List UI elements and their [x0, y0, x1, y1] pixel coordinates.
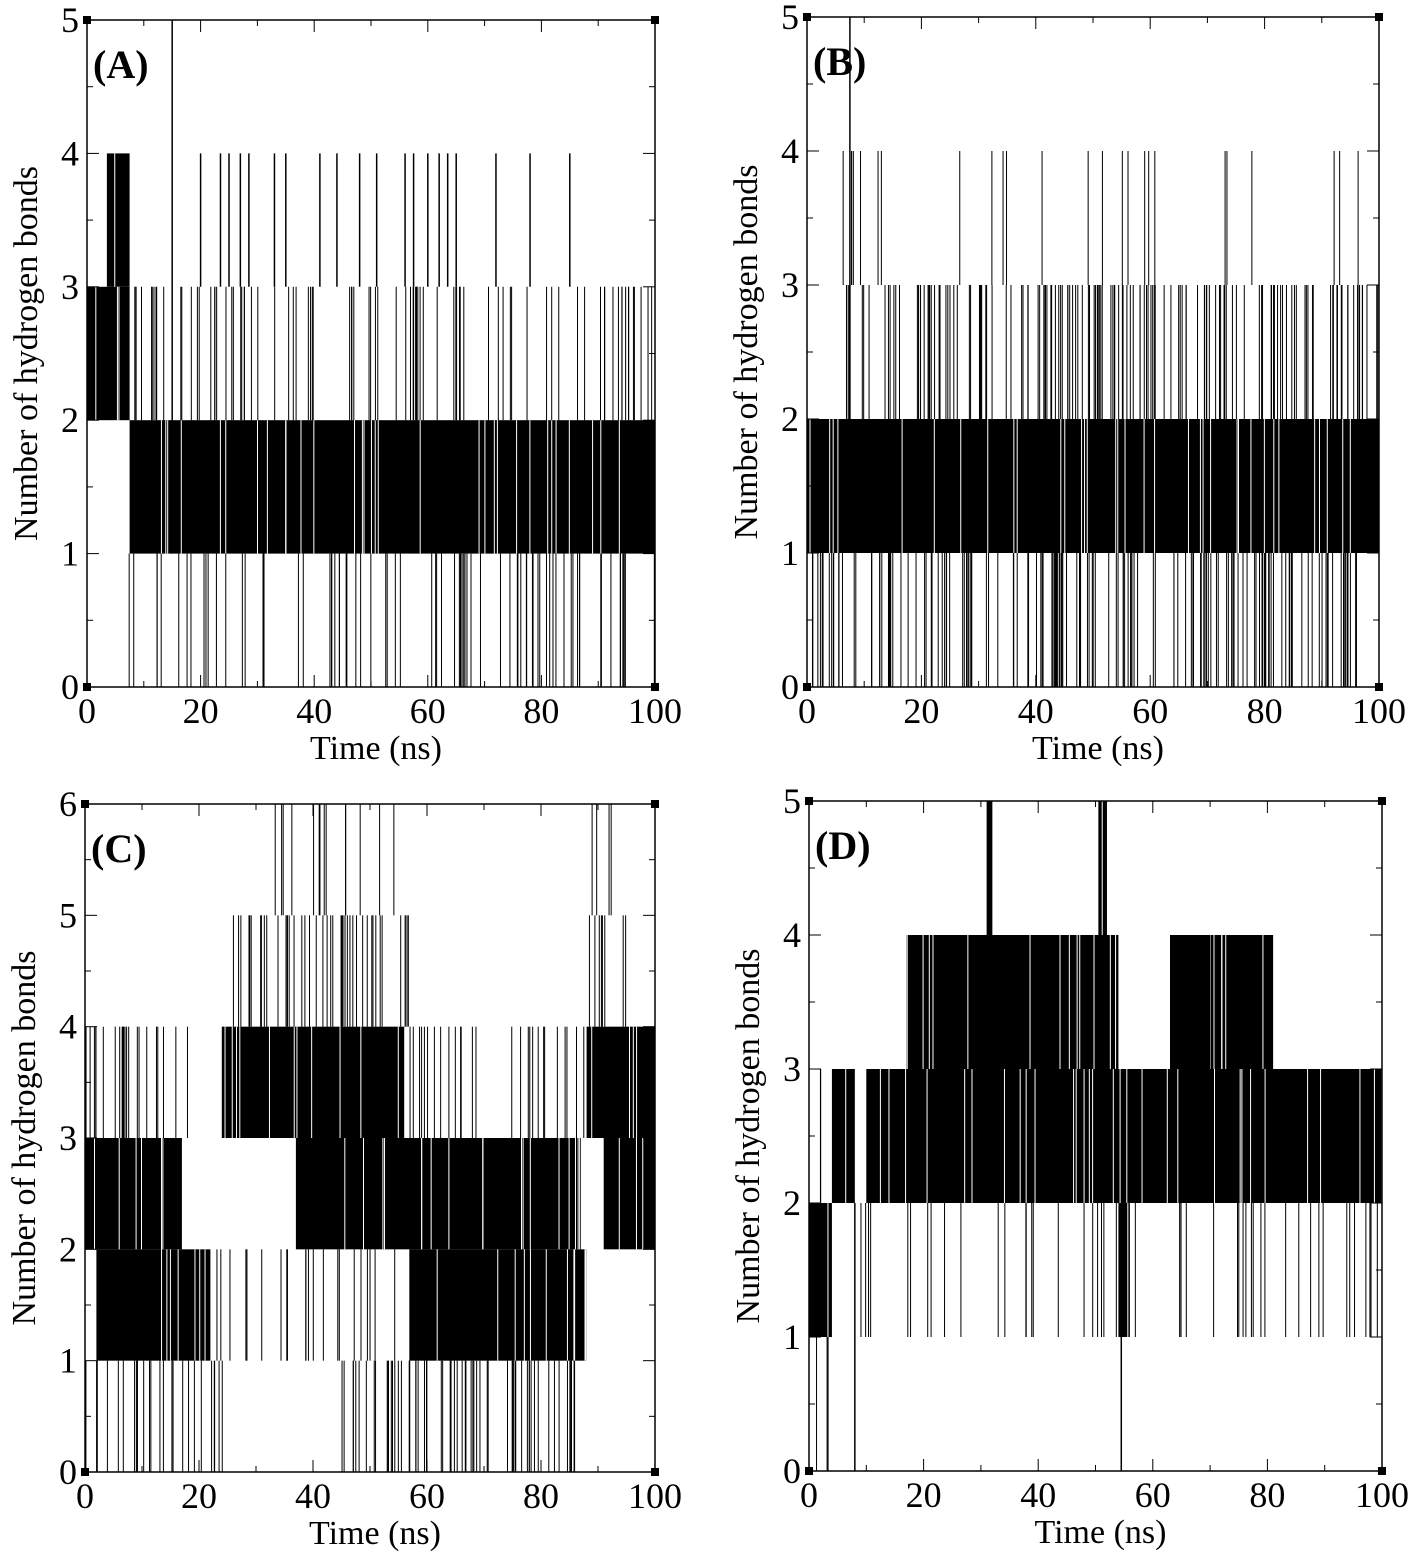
- y-tick-label: 5: [783, 781, 801, 821]
- x-tick-label: 80: [523, 1476, 559, 1516]
- chart-svg-b: 0 20 40 60 80 100 0 1 2 3 4 5 Time (ns) Number of hyd…: [728, 0, 1406, 767]
- x-axis-label: Time (ns): [309, 1515, 441, 1552]
- y-tick-label: 1: [61, 534, 79, 574]
- y-tick-label: 1: [59, 1341, 77, 1381]
- panel-label: (D): [815, 823, 871, 868]
- x-tick-label: 0: [800, 1475, 818, 1515]
- dense-band-3: [866, 1069, 1382, 1203]
- y-tick-label: 3: [59, 1118, 77, 1158]
- dense-band-3: [129, 420, 656, 554]
- dense-band-4: [906, 935, 1119, 1069]
- y-tick-label: 4: [783, 915, 801, 955]
- dense-band-7: [603, 1138, 655, 1250]
- y-tick-label: 3: [783, 1049, 801, 1089]
- y-tick-label: 3: [61, 267, 79, 307]
- dense-band-7: [986, 801, 993, 935]
- x-tick-label: 100: [628, 691, 682, 731]
- chart-panel-d: 0 20 40 60 80 100 0 1 2 3 4 5 Time (ns) Number of hyd…: [709, 777, 1417, 1554]
- y-tick-label: 4: [61, 133, 79, 173]
- y-axis-label: Number of hydrogen bonds: [8, 166, 45, 541]
- x-tick-label: 60: [1132, 691, 1168, 731]
- x-axis-label: Time (ns): [1035, 1514, 1167, 1551]
- y-tick-label: 0: [61, 667, 79, 707]
- dense-band-2: [831, 1069, 855, 1203]
- chart-svg-a: 0 20 40 60 80 100 0 1 2 3 4 5 Time (ns) Number of hyd…: [8, 0, 682, 767]
- x-tick-label: 40: [295, 1476, 331, 1516]
- x-tick-label: 0: [78, 691, 96, 731]
- data-marks: [807, 17, 1379, 687]
- y-tick-label: 5: [59, 895, 77, 935]
- x-axis-label: Time (ns): [310, 730, 442, 767]
- x-tick-label: 100: [1355, 1475, 1409, 1515]
- chart-svg-d: 0 20 40 60 80 100 0 1 2 3 4 5 Time (ns) Number of hyd…: [730, 781, 1409, 1551]
- y-axis-label: Number of hydrogen bonds: [6, 951, 43, 1326]
- x-tick-label: 100: [1352, 691, 1406, 731]
- x-tick-label: 20: [183, 691, 219, 731]
- y-tick-label: 2: [61, 400, 79, 440]
- x-tick-label: 20: [903, 691, 939, 731]
- y-axis-label: Number of hydrogen bonds: [728, 165, 765, 540]
- panel-label: (C): [91, 826, 147, 871]
- dense-band-2: [96, 1249, 211, 1361]
- y-tick-label: 0: [59, 1452, 77, 1492]
- x-tick-label: 60: [410, 691, 446, 731]
- y-axis-label: Number of hydrogen bonds: [730, 949, 767, 1324]
- x-tick-label: 60: [409, 1476, 445, 1516]
- x-axis-label: Time (ns): [1032, 730, 1164, 767]
- dense-band-1: [809, 1203, 832, 1337]
- y-tick-label: 4: [781, 131, 799, 171]
- y-tick-label: 5: [61, 0, 79, 40]
- dense-band-2: [106, 153, 130, 287]
- data-marks: [809, 801, 1383, 1471]
- dense-band-1: [807, 419, 1379, 553]
- data-marks: [87, 20, 656, 687]
- y-tick-label: 2: [783, 1183, 801, 1223]
- dense-band-6: [586, 1026, 655, 1138]
- y-tick-label: 5: [781, 0, 799, 37]
- x-tick-label: 80: [1247, 691, 1283, 731]
- y-tick-label: 3: [781, 265, 799, 305]
- y-tick-label: 6: [59, 784, 77, 824]
- x-tick-label: 40: [1018, 691, 1054, 731]
- y-tick-label: 1: [781, 533, 799, 573]
- dense-band-1: [87, 286, 130, 421]
- y-tick-label: 4: [59, 1007, 77, 1047]
- dense-band-4: [295, 1138, 581, 1250]
- chart-panel-a: 0 20 40 60 80 100 0 1 2 3 4 5 Time (ns) Number of hyd…: [0, 0, 708, 777]
- dense-band-3: [221, 1026, 405, 1138]
- x-tick-label: 40: [296, 691, 332, 731]
- x-tick-label: 80: [1249, 1475, 1285, 1515]
- dense-band-6: [1118, 1203, 1130, 1337]
- y-tick-label: 0: [783, 1451, 801, 1491]
- data-marks: [84, 804, 655, 1472]
- chart-panel-b: 0 20 40 60 80 100 0 1 2 3 4 5 Time (ns) Number of hyd…: [709, 0, 1417, 777]
- panel-label: (A): [93, 42, 149, 87]
- y-tick-label: 2: [781, 399, 799, 439]
- x-tick-label: 0: [76, 1476, 94, 1516]
- x-tick-label: 0: [798, 691, 816, 731]
- chart-panel-c: 0 20 40 60 80 100 0 1 2 3 4 5 6 Time (ns) Number of hy…: [0, 777, 708, 1554]
- y-tick-label: 2: [59, 1229, 77, 1269]
- x-tick-label: 20: [181, 1476, 217, 1516]
- x-tick-label: 60: [1135, 1475, 1171, 1515]
- x-tick-label: 100: [628, 1476, 682, 1516]
- dense-band-1: [85, 1138, 182, 1250]
- panel-label: (B): [813, 39, 866, 84]
- y-tick-label: 1: [783, 1317, 801, 1357]
- y-tick-label: 0: [781, 667, 799, 707]
- chart-svg-c: 0 20 40 60 80 100 0 1 2 3 4 5 6 Time (ns) Number of hy…: [6, 784, 682, 1552]
- x-tick-label: 80: [523, 691, 559, 731]
- x-tick-label: 20: [906, 1475, 942, 1515]
- x-tick-label: 40: [1020, 1475, 1056, 1515]
